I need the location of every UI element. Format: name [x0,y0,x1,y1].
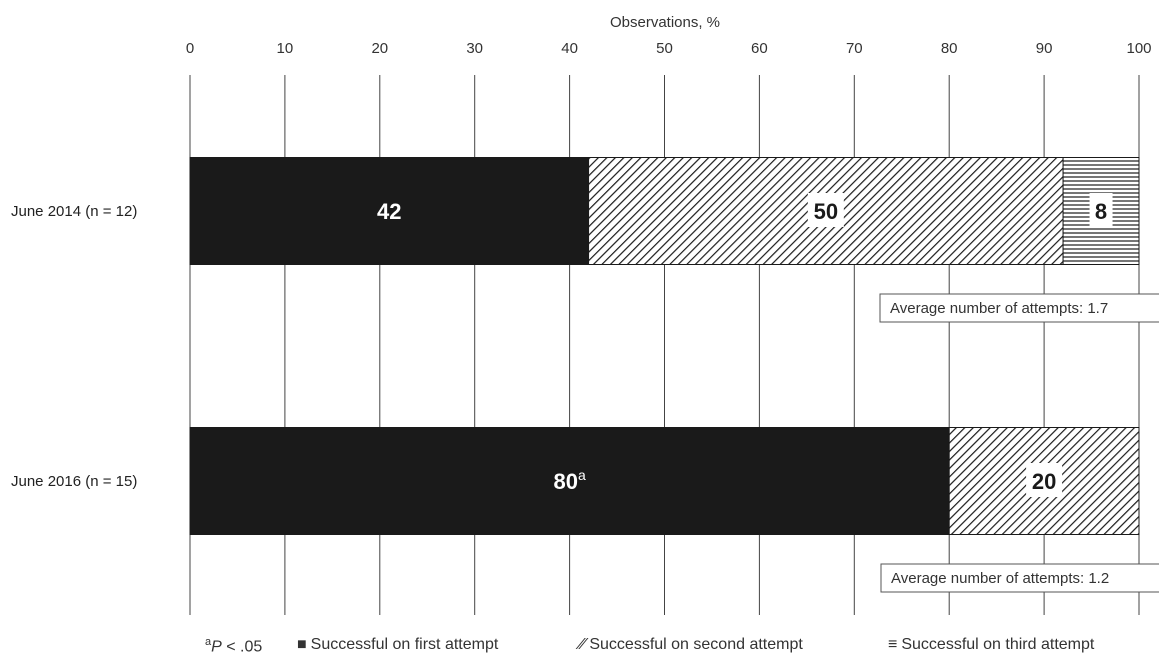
diagonal-hatch-icon: ⁄⁄ [580,636,586,653]
x-tick-label: 40 [561,40,578,57]
x-tick-label: 80 [941,40,958,57]
x-tick-label: 100 [1126,40,1151,57]
annotation-text: Average number of attempts: 1.2 [891,570,1109,587]
legend: aP < .05 ■ Successful on first attempt ⁄⁄… [0,636,1159,658]
bar-segment [189,427,950,535]
label-background [1026,463,1063,497]
annotation-text: Average number of attempts: 1.7 [890,300,1108,317]
solid-square-icon: ■ [297,636,307,653]
data-label: 50 [814,199,838,224]
horizontal-hatch-icon: ≡ [888,636,898,653]
annotation-boxes: Average number of attempts: 1.7 Average n… [879,293,1159,593]
x-axis-title: Observations, % [610,14,720,31]
data-label: 42 [377,199,401,224]
label-background [807,193,844,227]
data-label: 20 [1032,469,1056,494]
x-tick-labels: 0 10 20 30 40 50 60 70 80 90 100 [186,40,1152,57]
legend-label-third: Successful on third attempt [901,636,1095,653]
legend-item-first-attempt: ■ Successful on first attempt [297,636,498,654]
x-tick-label: 0 [186,40,194,57]
superscript-label: a [578,467,586,483]
footnote: aP < .05 [205,636,262,656]
data-label: 8 [1095,199,1107,224]
legend-item-second-attempt: ⁄⁄ Successful on second attempt [580,636,803,654]
x-tick-label: 90 [1036,40,1053,57]
x-tick-label: 50 [656,40,673,57]
category-labels: June 2014 (n = 12) June 2016 (n = 15) [11,203,137,490]
footnote-rest: < .05 [221,638,263,656]
stacked-bar-chart: Observations, % 0 10 20 30 40 50 60 70 80 90 100 4… [11,14,1159,615]
bar-segment [189,157,590,265]
legend-label-first: Successful on first attempt [310,636,499,653]
annotation-box [879,293,1159,323]
footnote-p: P [211,638,222,656]
x-tick-label: 20 [371,40,388,57]
x-tick-label: 70 [846,40,863,57]
legend-item-third-attempt: ≡ Successful on third attempt [888,636,1094,654]
label-background [1089,193,1113,227]
x-tick-label: 30 [466,40,483,57]
x-tick-label: 10 [277,40,294,57]
category-label: June 2014 (n = 12) [11,203,137,220]
category-label: June 2016 (n = 15) [11,473,137,490]
legend-label-second: Successful on second attempt [589,636,803,653]
x-tick-label: 60 [751,40,768,57]
footnote-superscript: a [205,636,212,648]
annotation-box [880,563,1159,593]
